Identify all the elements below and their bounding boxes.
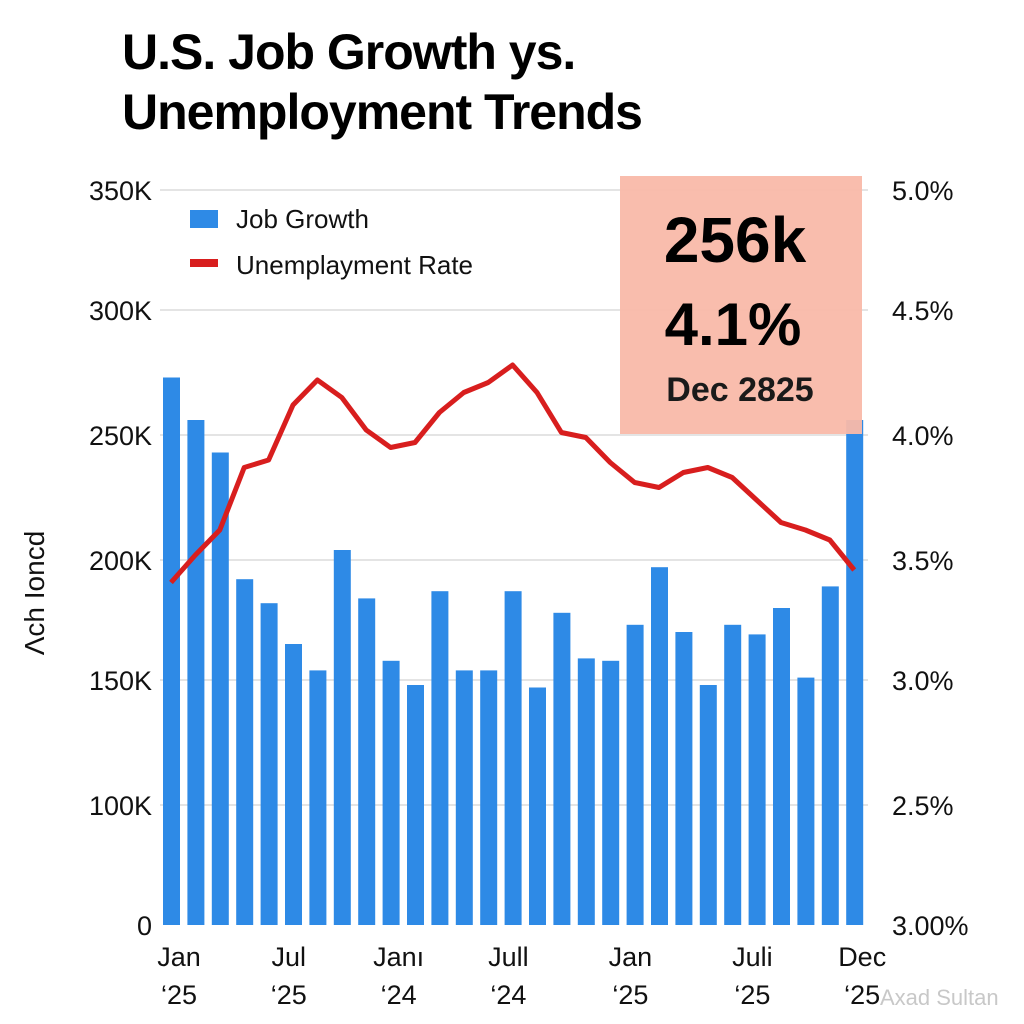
bar <box>577 658 595 925</box>
bar <box>699 685 717 925</box>
bar <box>455 670 473 925</box>
left-tick-label: 150K <box>89 666 152 696</box>
bar <box>236 579 254 925</box>
bar <box>211 452 229 925</box>
bar <box>846 420 864 925</box>
annotation-value-jobs: 256k <box>664 204 807 276</box>
x-tick-label: Juli <box>732 942 773 972</box>
annotation-box <box>620 176 862 434</box>
bar <box>529 687 546 925</box>
bar <box>675 632 693 925</box>
bar <box>748 634 766 925</box>
bar <box>553 612 571 925</box>
x-tick-label: Jull <box>488 942 529 972</box>
x-tick-label: ‘25 <box>161 980 197 1010</box>
bar <box>358 598 376 925</box>
x-tick-label: Janı <box>373 942 424 972</box>
bar <box>382 660 400 925</box>
bar <box>797 677 815 925</box>
x-tick-label: ‘24 <box>490 980 526 1010</box>
right-tick-label: 2.5% <box>892 791 954 821</box>
bar <box>333 550 351 925</box>
watermark: Axad Sultan <box>880 985 999 1010</box>
x-tick-label: ‘25 <box>612 980 648 1010</box>
legend-label-job-growth: Job Growth <box>236 204 369 234</box>
bar <box>407 685 424 925</box>
bar <box>651 567 668 925</box>
bar <box>504 591 522 925</box>
right-tick-label: 3.00% <box>892 911 969 941</box>
right-tick-label: 4.0% <box>892 421 954 451</box>
bar <box>163 377 180 925</box>
bar <box>260 603 278 925</box>
bar <box>821 586 839 925</box>
right-tick-label: 3.0% <box>892 666 954 696</box>
bar <box>626 624 644 925</box>
x-tick-label: ‘25 <box>734 980 770 1010</box>
x-tick-label: ‘25 <box>271 980 307 1010</box>
right-tick-label: 3.5% <box>892 546 954 576</box>
left-tick-label: 300K <box>89 296 152 326</box>
bar <box>480 670 498 925</box>
legend-label-unemployment: Unemplayment Rate <box>236 250 473 280</box>
x-tick-label: Jan <box>157 942 201 972</box>
x-tick-label: Jul <box>272 942 307 972</box>
right-tick-label: 5.0% <box>892 176 954 206</box>
annotation-date: Dec 2825 <box>666 371 813 409</box>
x-tick-label: Jan <box>609 942 653 972</box>
left-tick-label: 200K <box>89 546 152 576</box>
x-tick-label: ‘24 <box>381 980 417 1010</box>
bar <box>309 670 327 925</box>
left-tick-label: 0 <box>137 911 152 941</box>
chart-title: U.S. Job Growth ys. Unemployment Trends <box>122 24 643 140</box>
bar <box>602 660 620 925</box>
left-tick-label: 250K <box>89 421 152 451</box>
x-tick-label: Dec <box>838 942 886 972</box>
bar <box>431 591 449 925</box>
y-axis-label: Λch Ioncd <box>19 531 50 656</box>
left-tick-label: 350K <box>89 176 152 206</box>
right-tick-label: 4.5% <box>892 296 954 326</box>
legend-swatch-job-growth <box>190 210 218 228</box>
bar <box>285 644 302 925</box>
bar <box>187 420 205 925</box>
bar <box>773 608 790 925</box>
x-tick-label: ‘25 <box>844 980 880 1010</box>
annotation-value-rate: 4.1% <box>665 291 802 358</box>
bar <box>724 624 742 925</box>
left-tick-label: 100K <box>89 791 152 821</box>
legend-swatch-unemployment <box>190 259 218 267</box>
